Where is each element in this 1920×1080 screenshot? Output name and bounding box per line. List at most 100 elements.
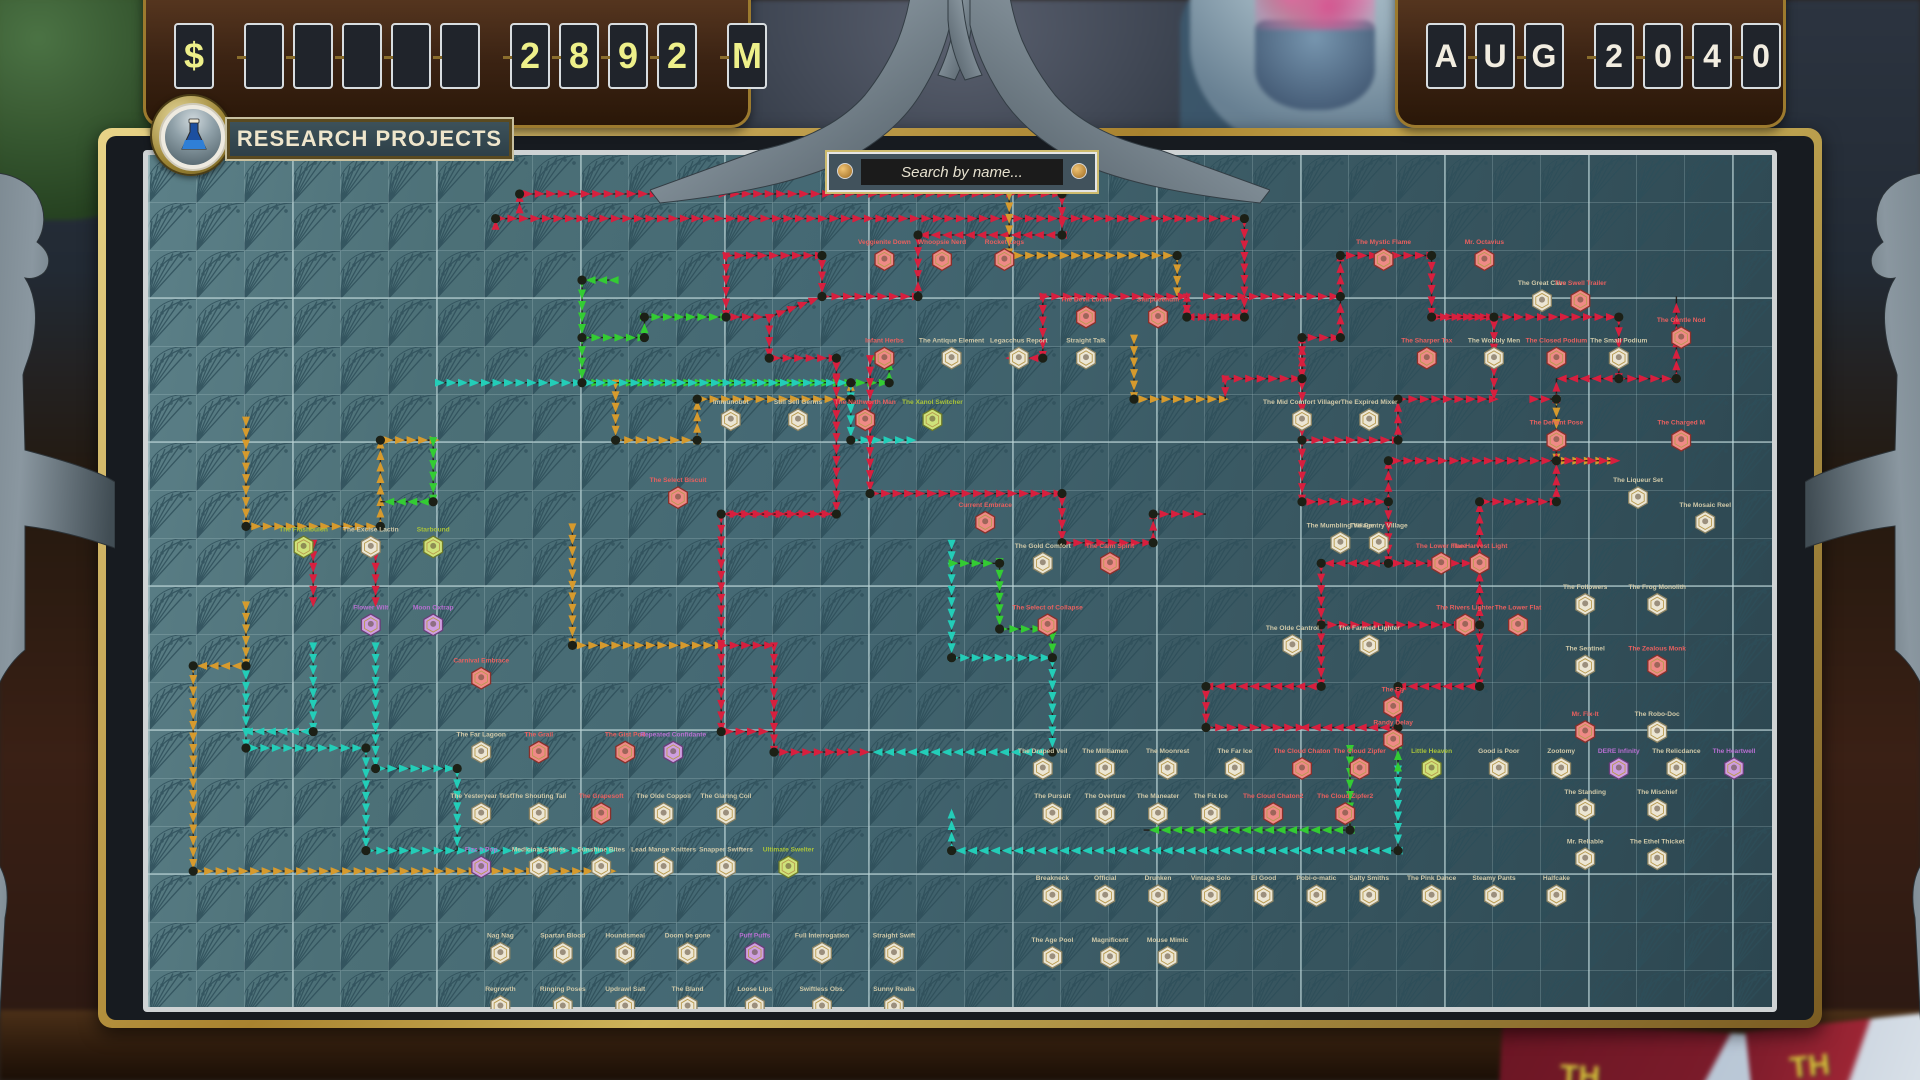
svg-text:The Militiamen: The Militiamen — [1082, 748, 1128, 755]
svg-text:The Gentle Nod: The Gentle Nod — [1657, 317, 1706, 324]
svg-text:Mr. Fix-It: Mr. Fix-It — [1572, 711, 1600, 718]
svg-text:Mr. Reliable: Mr. Reliable — [1567, 838, 1604, 845]
svg-text:The Pink Dance: The Pink Dance — [1407, 875, 1456, 882]
svg-text:The Fly: The Fly — [1382, 686, 1405, 693]
svg-text:Starbound: Starbound — [417, 526, 450, 533]
svg-text:Straight Swift: Straight Swift — [873, 933, 916, 940]
svg-text:The Glaring Coil: The Glaring Coil — [701, 793, 752, 800]
svg-text:Mouse Mimic: Mouse Mimic — [1147, 937, 1189, 944]
svg-text:Salty Smiths: Salty Smiths — [1349, 875, 1389, 882]
svg-text:The Devil Lorem: The Devil Lorem — [1060, 297, 1111, 304]
svg-text:Little Heaven: Little Heaven — [1411, 748, 1452, 755]
svg-text:The Fix Ice: The Fix Ice — [1194, 793, 1228, 800]
svg-text:The Swell Trailer: The Swell Trailer — [1554, 280, 1606, 287]
svg-text:The Frog Monolith: The Frog Monolith — [1628, 584, 1686, 591]
svg-text:The Maneater: The Maneater — [1137, 793, 1180, 800]
svg-text:Mr. Octavius: Mr. Octavius — [1465, 239, 1505, 246]
svg-text:The Expired Mixer: The Expired Mixer — [1341, 399, 1398, 406]
svg-text:El Good: El Good — [1251, 875, 1276, 882]
svg-text:The Cloud Zipfer2: The Cloud Zipfer2 — [1317, 793, 1373, 800]
svg-text:The Calm Spirit: The Calm Spirit — [1086, 543, 1135, 550]
svg-text:Whoopsie Nerd: Whoopsie Nerd — [918, 239, 966, 246]
svg-text:The Defiant Pose: The Defiant Pose — [1530, 420, 1584, 427]
svg-text:The Moonrest: The Moonrest — [1146, 748, 1190, 755]
svg-text:Flower Wilt: Flower Wilt — [353, 604, 389, 611]
svg-text:The Olde Coppoil: The Olde Coppoil — [636, 793, 691, 800]
svg-text:The Robo-Doc: The Robo-Doc — [1635, 711, 1680, 718]
svg-text:Slurpdeenum: Slurpdeenum — [1137, 297, 1179, 304]
svg-text:The Grail: The Grail — [525, 732, 554, 739]
svg-text:Legacchus Report: Legacchus Report — [990, 338, 1048, 345]
svg-text:The Relicdance: The Relicdance — [1652, 748, 1701, 755]
svg-text:Current Embrace: Current Embrace — [958, 502, 1012, 509]
svg-text:Carnival Embrace: Carnival Embrace — [453, 658, 509, 665]
svg-text:Sunshine Bites: Sunshine Bites — [577, 846, 625, 853]
svg-text:Immunobot: Immunobot — [713, 399, 750, 406]
svg-text:DERE Infinity: DERE Infinity — [1598, 748, 1640, 755]
svg-text:Ultimate Swelter: Ultimate Swelter — [763, 846, 815, 853]
svg-text:Moon Oxtrap: Moon Oxtrap — [413, 604, 454, 611]
svg-text:The Gold Comfort: The Gold Comfort — [1015, 543, 1072, 550]
svg-text:Regrowth: Regrowth — [485, 986, 515, 993]
svg-text:Fizz n Pop: Fizz n Pop — [465, 846, 498, 853]
svg-text:Straight Talk: Straight Talk — [1066, 338, 1106, 345]
svg-text:Randy Delay: Randy Delay — [1373, 719, 1413, 726]
svg-text:The Bland: The Bland — [672, 986, 704, 993]
svg-text:The Select of Collapse: The Select of Collapse — [1012, 604, 1083, 611]
svg-text:Spartan Blood: Spartan Blood — [540, 933, 585, 940]
svg-text:Vintage Solo: Vintage Solo — [1191, 875, 1231, 882]
svg-text:The Antique Element: The Antique Element — [919, 338, 985, 345]
svg-text:Repeated Confidante: Repeated Confidante — [640, 732, 706, 739]
svg-text:The Cloud Zipfer: The Cloud Zipfer — [1333, 748, 1386, 755]
svg-text:Infant Herbs: Infant Herbs — [865, 338, 904, 345]
svg-text:The Age Pool: The Age Pool — [1031, 937, 1073, 944]
svg-text:The Yesteryear Test: The Yesteryear Test — [450, 793, 513, 800]
svg-text:The Pursuit: The Pursuit — [1034, 793, 1071, 800]
svg-text:Drunken: Drunken — [1145, 875, 1172, 882]
svg-text:The Nathworth Man: The Nathworth Man — [835, 399, 896, 406]
svg-text:The Cloud Chaton: The Cloud Chaton — [1274, 748, 1331, 755]
svg-text:Medicinal Softies: Medicinal Softies — [512, 846, 566, 853]
svg-text:The Harvest Light: The Harvest Light — [1452, 543, 1508, 550]
svg-text:The Zealous Monk: The Zealous Monk — [1628, 645, 1686, 652]
svg-text:The Sentinel: The Sentinel — [1566, 645, 1605, 652]
svg-text:Official: Official — [1094, 875, 1117, 882]
svg-text:Good is Poor: Good is Poor — [1478, 748, 1520, 755]
svg-text:The Cloud Chaton2: The Cloud Chaton2 — [1243, 793, 1304, 800]
svg-text:Zootomy: Zootomy — [1547, 748, 1575, 755]
svg-text:The Shouting Tail: The Shouting Tail — [511, 793, 566, 800]
svg-text:The Closed Podium: The Closed Podium — [1526, 338, 1588, 345]
svg-text:Pobi-o-matic: Pobi-o-matic — [1296, 875, 1336, 882]
svg-text:The Flashbulon: The Flashbulon — [279, 526, 328, 533]
svg-text:The Overture: The Overture — [1085, 793, 1126, 800]
svg-text:The Draped Veil: The Draped Veil — [1018, 748, 1068, 755]
svg-text:The Select Biscuit: The Select Biscuit — [650, 477, 708, 484]
svg-text:The Mystic Flame: The Mystic Flame — [1356, 239, 1411, 246]
svg-text:The Olde Cantrol: The Olde Cantrol — [1266, 625, 1319, 632]
svg-text:Breakneck: Breakneck — [1036, 875, 1070, 882]
svg-text:The Charged M: The Charged M — [1657, 420, 1705, 427]
svg-text:The Far Lagoon: The Far Lagoon — [456, 732, 505, 739]
svg-text:Veggienite Down: Veggienite Down — [858, 239, 911, 246]
svg-text:Magnificent: Magnificent — [1092, 937, 1129, 944]
svg-text:The Mid Comfort Villager: The Mid Comfort Villager — [1263, 399, 1341, 406]
svg-text:The Rivers Lighter: The Rivers Lighter — [1436, 604, 1494, 611]
svg-text:Houndsmeal: Houndsmeal — [605, 933, 645, 940]
svg-text:Snapper Swifters: Snapper Swifters — [699, 846, 753, 853]
svg-text:Lead Mange Knitters: Lead Mange Knitters — [631, 846, 696, 853]
svg-text:Doom be gone: Doom be gone — [665, 933, 711, 940]
svg-text:Swiftless Obs.: Swiftless Obs. — [799, 986, 844, 993]
svg-text:The Lower Flat: The Lower Flat — [1495, 604, 1542, 611]
svg-text:Rocket Legs: Rocket Legs — [985, 239, 1025, 246]
svg-text:Still Sell Germs: Still Sell Germs — [774, 399, 823, 406]
svg-text:The Excise Lactin: The Excise Lactin — [343, 526, 399, 533]
svg-text:The Small Podium: The Small Podium — [1590, 338, 1647, 345]
svg-text:Ringing Poses: Ringing Poses — [540, 986, 586, 993]
svg-text:The Gentry Village: The Gentry Village — [1350, 522, 1408, 529]
svg-text:Steamy Pants: Steamy Pants — [1472, 875, 1516, 882]
svg-text:Puff Puffs: Puff Puffs — [739, 933, 770, 940]
svg-text:The Far Ice: The Far Ice — [1217, 748, 1252, 755]
svg-text:The Xanol Switcher: The Xanol Switcher — [902, 399, 963, 406]
svg-text:Nag Nag: Nag Nag — [487, 933, 514, 940]
svg-text:Updrawl Salt: Updrawl Salt — [605, 986, 646, 993]
